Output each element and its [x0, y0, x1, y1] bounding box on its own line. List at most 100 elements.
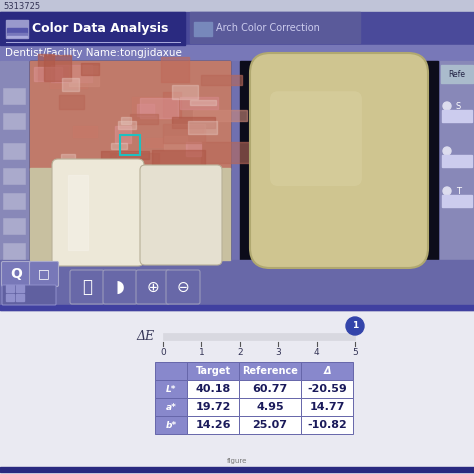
Bar — [188, 121, 217, 134]
Bar — [155, 416, 187, 434]
Bar — [34, 67, 62, 81]
Bar — [239, 416, 301, 434]
Bar — [155, 362, 187, 380]
Text: 3: 3 — [275, 348, 281, 357]
Text: 19.72: 19.72 — [195, 402, 231, 412]
Text: Color Data Analysis: Color Data Analysis — [32, 21, 168, 35]
Bar — [59, 95, 84, 109]
Bar — [81, 63, 99, 75]
Bar — [187, 380, 239, 398]
Bar — [441, 65, 473, 83]
Bar — [110, 153, 159, 163]
Text: 1: 1 — [199, 348, 204, 357]
Bar — [442, 110, 472, 122]
Bar — [30, 61, 230, 260]
Text: 25.07: 25.07 — [253, 420, 288, 430]
Bar — [6, 20, 28, 38]
Bar — [50, 70, 87, 88]
Bar — [62, 78, 79, 91]
Bar — [301, 380, 353, 398]
Text: 5313725: 5313725 — [3, 1, 40, 10]
Bar — [442, 195, 472, 207]
Bar — [164, 136, 187, 150]
Text: 14.26: 14.26 — [195, 420, 231, 430]
Bar — [6, 294, 14, 301]
Circle shape — [443, 147, 451, 155]
Bar — [190, 12, 360, 43]
Text: b*: b* — [165, 420, 177, 429]
Bar — [3, 243, 25, 259]
Text: □: □ — [38, 267, 50, 281]
Text: figure: figure — [227, 458, 247, 464]
FancyBboxPatch shape — [1, 262, 30, 286]
Bar — [0, 61, 474, 260]
FancyBboxPatch shape — [270, 91, 362, 186]
Text: 4.95: 4.95 — [256, 402, 284, 412]
Bar — [3, 88, 25, 104]
Bar — [120, 135, 140, 155]
Bar — [440, 61, 474, 260]
Bar — [118, 121, 136, 129]
FancyBboxPatch shape — [70, 270, 104, 304]
Bar — [240, 61, 438, 260]
Bar — [3, 168, 25, 184]
Bar — [239, 362, 301, 380]
Bar — [61, 154, 75, 159]
Bar — [7, 33, 27, 36]
FancyBboxPatch shape — [103, 270, 137, 304]
Bar — [140, 98, 178, 118]
Bar — [0, 260, 474, 310]
FancyBboxPatch shape — [250, 53, 428, 268]
Bar — [101, 151, 149, 159]
Text: a*: a* — [165, 402, 176, 411]
Bar — [38, 54, 54, 81]
Bar — [163, 124, 205, 143]
Bar — [73, 126, 97, 137]
Bar — [3, 218, 25, 234]
Bar — [187, 125, 203, 133]
Bar — [186, 142, 201, 156]
Bar — [187, 416, 239, 434]
Text: S: S — [456, 101, 461, 110]
Bar — [6, 285, 14, 292]
Bar — [301, 416, 353, 434]
Text: 2: 2 — [237, 348, 243, 357]
Bar — [201, 142, 250, 163]
FancyBboxPatch shape — [136, 270, 170, 304]
Text: 4: 4 — [314, 348, 319, 357]
Text: Dentist/Facility Name:tongjidaxue: Dentist/Facility Name:tongjidaxue — [5, 48, 182, 58]
Text: T: T — [456, 186, 461, 195]
Bar — [0, 45, 474, 61]
Bar — [16, 294, 24, 301]
Text: ΔE: ΔE — [137, 329, 155, 343]
Bar — [121, 117, 131, 124]
Bar — [7, 28, 27, 33]
Bar — [68, 175, 88, 250]
Bar — [239, 380, 301, 398]
Bar — [115, 126, 131, 143]
Text: Arch Color Correction: Arch Color Correction — [216, 23, 320, 33]
Bar — [3, 113, 25, 129]
Bar — [0, 305, 474, 310]
Text: L*: L* — [166, 384, 176, 393]
Bar — [137, 104, 154, 116]
Bar — [190, 100, 216, 105]
Text: -10.82: -10.82 — [307, 420, 347, 430]
FancyBboxPatch shape — [29, 262, 58, 286]
Bar — [161, 57, 189, 82]
FancyBboxPatch shape — [52, 159, 144, 266]
Text: 60.77: 60.77 — [252, 384, 288, 394]
Bar — [132, 97, 175, 119]
Circle shape — [443, 187, 451, 195]
Bar — [111, 143, 127, 149]
Text: 40.18: 40.18 — [195, 384, 231, 394]
Text: Ⓢ: Ⓢ — [82, 278, 92, 296]
Bar — [155, 398, 187, 416]
Text: 1: 1 — [352, 321, 358, 330]
Bar — [0, 0, 474, 12]
Bar — [163, 92, 181, 117]
Bar — [0, 61, 28, 260]
Text: 14.77: 14.77 — [310, 402, 345, 412]
FancyBboxPatch shape — [140, 165, 222, 265]
Bar — [187, 362, 239, 380]
